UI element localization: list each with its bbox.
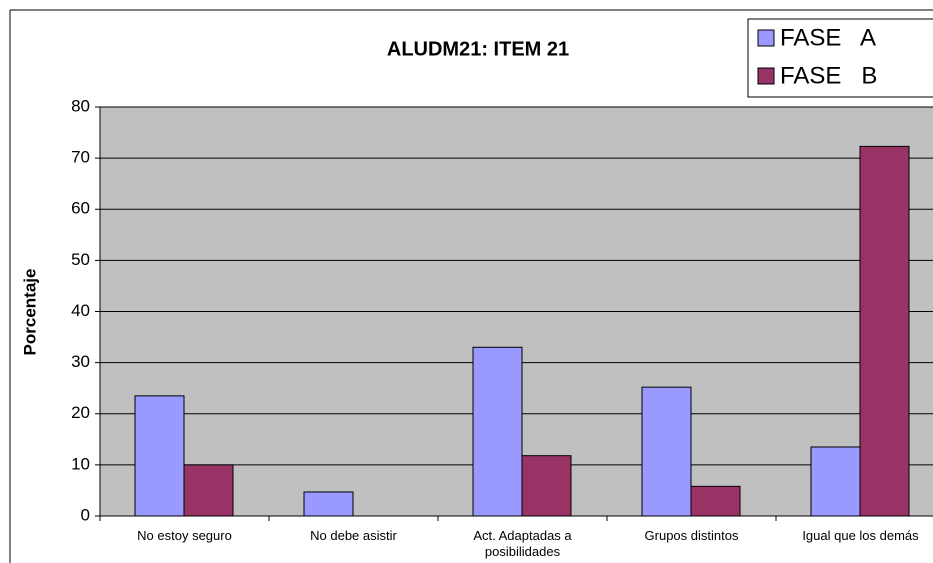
y-tick-label: 0 (81, 505, 90, 524)
bar (641, 386, 692, 517)
bar (183, 464, 234, 517)
bar (472, 346, 523, 517)
y-tick-label: 10 (71, 454, 90, 473)
bar (810, 446, 861, 517)
y-tick-label: 80 (71, 96, 90, 115)
x-tick-label: No debe asistir (310, 528, 397, 543)
bar (521, 455, 572, 517)
legend-label: FASE A (780, 24, 876, 51)
legend-label: FASE B (780, 62, 877, 89)
x-tick-label: Igual que los demás (802, 528, 919, 543)
y-tick-label: 30 (71, 352, 90, 371)
bar (690, 485, 741, 517)
bar (134, 395, 185, 517)
x-tick-label: Act. Adaptadas a posibilidades (473, 528, 572, 559)
y-tick-label: 20 (71, 403, 90, 422)
x-tick-label: No estoy seguro (137, 528, 232, 543)
y-tick-label: 60 (71, 199, 90, 218)
y-tick-label: 70 (71, 148, 90, 167)
chart-title: ALUDM21: ITEM 21 (387, 38, 569, 60)
bar (859, 145, 910, 517)
y-tick-label: 40 (71, 301, 90, 320)
legend-swatch (757, 29, 775, 47)
y-tick-label: 50 (71, 250, 90, 269)
bar (303, 491, 354, 517)
x-tick-label: Grupos distintos (644, 528, 739, 543)
y-axis-label: Porcentaje (20, 269, 39, 356)
legend-swatch (757, 67, 775, 85)
legend-box (747, 18, 933, 98)
